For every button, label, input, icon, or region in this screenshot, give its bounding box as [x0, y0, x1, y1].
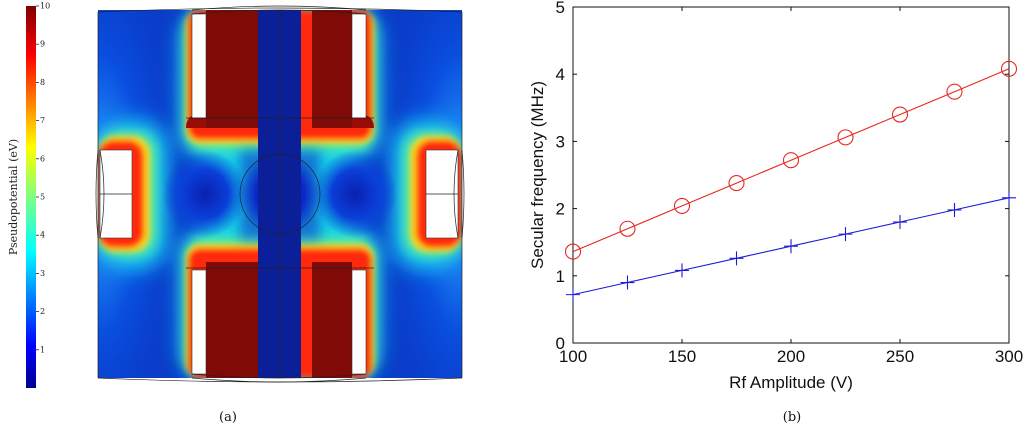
dc-center-electrode — [258, 10, 301, 378]
x-tick-label: 200 — [777, 347, 805, 366]
series-line-0 — [572, 68, 1010, 253]
heatmap-well-left — [163, 150, 247, 238]
colorbar-tick-label: 2 — [40, 307, 45, 316]
y-tick-label: 5 — [556, 0, 565, 17]
colorbar-tick-label: 1 — [40, 345, 45, 354]
y-tick-label: 2 — [556, 200, 565, 219]
caption-b: (b) — [783, 410, 801, 425]
colorbar-tick-label: 10 — [40, 2, 50, 11]
series-point-circle — [782, 152, 800, 169]
colorbar-tick-label: 5 — [40, 193, 45, 202]
x-tick-label: 250 — [886, 347, 914, 366]
series-point-circle — [619, 220, 636, 237]
outline-bottom-arc — [97, 377, 463, 383]
series-point-plus — [838, 227, 853, 242]
outline-bottom-cap — [191, 373, 367, 379]
x-tick-labels: 100 150 200 250 300 — [559, 347, 1023, 366]
y-tick-labels: 0 1 2 3 4 5 — [556, 0, 565, 353]
series-point-circle — [837, 129, 854, 146]
caption-a: (a) — [219, 410, 237, 425]
colorbar-label: Pseudopotential (eV) — [7, 139, 20, 255]
series-point-plus — [566, 287, 580, 302]
series-point-plus — [1002, 190, 1016, 205]
axis-ticks — [572, 6, 1010, 344]
colorbar: 1 2 3 4 5 6 7 8 9 10 Pseudopotential (eV) — [7, 2, 50, 388]
colorbar-tick-label: 7 — [40, 116, 45, 125]
geometry-outlines — [95, 5, 465, 383]
x-axis-label: Rf Amplitude (V) — [729, 373, 853, 392]
heatmap-well-right — [313, 150, 397, 238]
colorbar-ticks: 1 2 3 4 5 6 7 8 9 10 — [36, 2, 50, 354]
rf-electrode-bottom-left — [206, 262, 258, 378]
colorbar-gradient — [26, 6, 36, 388]
series-point-plus — [675, 263, 689, 278]
y-tick-label: 1 — [556, 267, 565, 286]
outline-top-arc — [97, 7, 463, 13]
series-point-plus — [947, 202, 962, 217]
series-layer — [564, 60, 1018, 302]
rf-electrode-top-left — [206, 10, 258, 128]
series-point-plus — [784, 239, 798, 254]
series-point-plus — [893, 215, 907, 230]
rf-electrode-top-right — [312, 10, 352, 128]
series-point-circle — [891, 106, 909, 123]
y-tick-label: 0 — [556, 334, 565, 353]
colorbar-tick-label: 6 — [40, 154, 45, 163]
x-tick-label: 100 — [559, 347, 587, 366]
colorbar-tick-label: 9 — [40, 40, 45, 49]
x-tick-label: 150 — [668, 347, 696, 366]
series-point-plus — [620, 275, 635, 290]
y-tick-label: 3 — [556, 132, 565, 151]
series-point-circle — [1000, 60, 1018, 77]
outline-top-cap — [191, 9, 367, 15]
colorbar-tick-label: 8 — [40, 78, 45, 87]
series-point-circle — [673, 197, 691, 214]
series-point-circle — [728, 175, 745, 192]
plot-area — [572, 6, 1010, 344]
series-point-circle — [564, 243, 582, 260]
colorbar-tick-label: 4 — [40, 231, 45, 240]
rf-electrodes — [186, 10, 374, 378]
y-tick-label: 4 — [556, 65, 565, 84]
series-point-plus — [729, 251, 744, 266]
y-axis-label: Secular frequency (MHz) — [528, 81, 547, 269]
x-tick-label: 300 — [995, 347, 1023, 366]
series-point-circle — [946, 83, 963, 100]
colorbar-tick-label: 3 — [40, 269, 45, 278]
dc-center-electrode-shade — [258, 10, 301, 378]
rf-electrode-bottom-right — [312, 262, 352, 378]
